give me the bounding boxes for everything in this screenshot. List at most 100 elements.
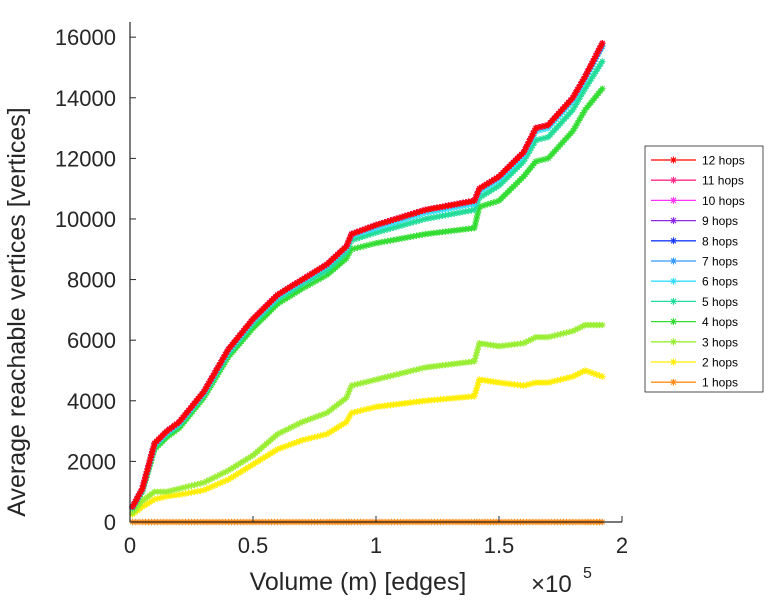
series-marker [521,155,529,162]
series-marker [348,409,355,417]
series-marker [384,218,391,225]
series-marker [596,45,603,52]
series-10-hops [129,40,606,511]
series-marker [541,155,549,163]
series-marker [416,365,423,373]
series-marker [527,336,535,343]
series-marker [217,471,224,478]
series-marker [532,158,540,165]
series-marker [230,473,237,480]
series-line [131,42,604,508]
series-marker [395,370,403,378]
series-marker [271,447,279,454]
series-marker [330,426,338,433]
x-multiplier: ×10 [531,571,572,598]
series-marker [593,371,600,378]
series-marker [574,98,581,106]
series-marker [393,215,400,222]
series-2-hops [129,367,606,518]
series-marker [364,231,371,239]
series-marker [529,130,537,137]
series-marker [222,477,229,484]
series-marker [244,455,252,462]
series-marker [354,244,361,251]
series-marker [146,459,153,467]
legend-box [644,145,764,393]
series-marker [318,264,326,271]
series-marker [244,464,252,471]
series-marker [569,106,576,114]
series-marker [237,468,244,476]
series-marker [304,282,311,289]
series-line [131,42,604,508]
series-marker [351,381,358,389]
series-marker [139,503,146,511]
series-marker [367,223,374,231]
series-marker [393,223,400,231]
series-marker [474,346,481,353]
series-marker [217,479,224,487]
series-marker [569,94,576,101]
series-marker [523,381,530,389]
series-marker [401,221,409,228]
series-marker [242,456,249,464]
series-line [131,42,604,508]
series-marker [471,206,478,214]
series-marker [200,486,207,494]
series-marker [299,418,306,426]
series-marker [578,111,586,119]
series-marker [473,384,481,392]
series-marker [525,337,532,344]
y-tick-label: 8000 [67,268,116,293]
series-marker [166,487,174,495]
series-marker [293,421,300,428]
series-marker [375,220,383,228]
series-marker [481,191,488,198]
series-marker [294,279,301,286]
series-marker [279,297,286,304]
series-marker [554,377,561,384]
series-marker [545,379,552,386]
legend-item: 4 hops [651,315,738,329]
series-marker [142,474,149,481]
series-8-hops [129,40,606,511]
series-marker [576,324,584,331]
series-marker [476,185,483,192]
series-marker [472,194,479,201]
series-marker [587,369,595,376]
series-marker [363,378,370,386]
series-marker [267,450,274,458]
series-marker [473,191,481,198]
series-marker [353,228,361,236]
series-marker [320,431,327,439]
series-marker [293,439,300,446]
series-marker [361,225,369,233]
series-marker [254,458,262,465]
legend-label: 2 hops [702,356,738,370]
series-marker [284,285,291,292]
series-marker [579,323,586,330]
series-marker [296,277,303,285]
series-marker [581,85,589,92]
series-marker [215,361,223,369]
series-marker [214,481,221,488]
legend-item: 8 hops [651,234,738,248]
series-marker [354,380,361,388]
series-marker [200,388,207,395]
series-marker [485,179,493,186]
y-tick-label: 12000 [55,146,116,171]
series-marker [274,430,281,438]
series-marker [134,493,142,500]
series-marker [320,273,328,280]
series-marker [288,424,295,431]
series-marker [378,227,385,235]
series-marker [474,381,481,389]
series-marker [574,86,581,94]
series-marker [348,246,355,253]
series-marker [149,448,156,455]
series-marker [359,233,366,241]
series-marker [366,405,374,412]
series-marker [211,482,218,489]
series-marker [493,174,500,182]
series-marker [566,374,573,381]
